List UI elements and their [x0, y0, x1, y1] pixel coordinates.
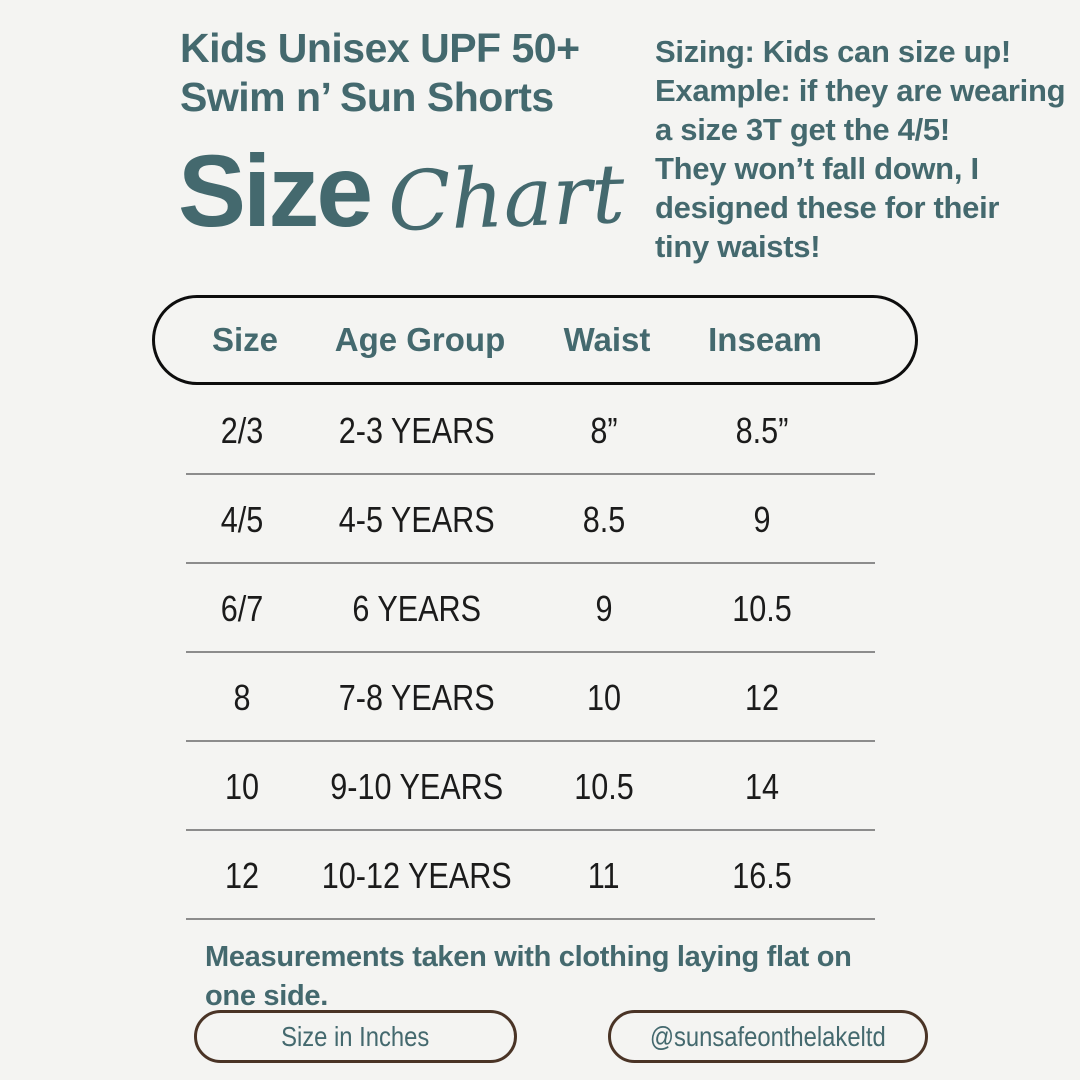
- cell-age-group-value: 2-3 YEARS: [339, 409, 495, 451]
- cell-size: 8: [232, 677, 252, 719]
- cell-size-value: 12: [224, 854, 260, 896]
- cell-inseam-value: 8.5”: [735, 409, 789, 451]
- cell-age-group: 2-3 YEARS: [325, 410, 508, 452]
- table-row: 6/7 6 YEARS 9 10.5: [152, 564, 918, 653]
- cell-inseam: 16.5: [727, 855, 797, 897]
- sizing-advice-note: Sizing: Kids can size up! Example: if th…: [655, 34, 1066, 265]
- cell-size: 4/5: [217, 499, 267, 541]
- cell-waist: 9: [594, 588, 614, 630]
- cell-age-group: 7-8 YEARS: [325, 677, 508, 719]
- cell-age-group-value: 4-5 YEARS: [339, 498, 495, 540]
- cell-age-group-value: 7-8 YEARS: [339, 676, 495, 718]
- cell-inseam-value: 9: [753, 498, 771, 540]
- social-handle-pill[interactable]: @sunsafeonthelakeltd: [608, 1010, 928, 1063]
- cell-inseam: 14: [742, 766, 782, 808]
- cell-inseam-value: 12: [744, 676, 780, 718]
- column-header-size: Size: [211, 321, 279, 358]
- cell-size-value: 2/3: [220, 409, 264, 451]
- product-title: Kids Unisex UPF 50+ Swim n’ Sun Shorts: [180, 25, 580, 121]
- cell-waist: 8”: [588, 410, 620, 452]
- cell-size-value: 4/5: [220, 498, 264, 540]
- table-row: 4/5 4-5 YEARS 8.5 9: [152, 475, 918, 564]
- cell-waist-value: 8”: [590, 409, 618, 451]
- cell-age-group: 10-12 YEARS: [305, 855, 528, 897]
- cell-inseam-value: 10.5: [732, 587, 792, 629]
- cell-size-value: 8: [233, 676, 251, 718]
- social-handle-label: @sunsafeonthelakeltd: [650, 1020, 886, 1052]
- cell-waist-value: 10: [586, 676, 622, 718]
- cell-waist: 10.5: [569, 766, 639, 808]
- cell-inseam: 9: [752, 499, 772, 541]
- cell-size: 10: [222, 766, 262, 808]
- cell-waist: 8.5: [579, 499, 629, 541]
- cell-size: 6/7: [217, 588, 267, 630]
- column-header-inseam: Inseam: [708, 321, 822, 358]
- table-row: 8 7-8 YEARS 10 12: [152, 653, 918, 742]
- measurement-note: Measurements taken with clothing laying …: [205, 941, 852, 1012]
- cell-waist: 11: [585, 855, 622, 897]
- cell-inseam: 8.5”: [731, 410, 793, 452]
- cell-waist-value: 11: [588, 854, 620, 896]
- cell-inseam-value: 14: [744, 765, 780, 807]
- cell-age-group-value: 10-12 YEARS: [322, 854, 512, 896]
- cell-waist-value: 8.5: [582, 498, 626, 540]
- table-row: 10 9-10 YEARS 10.5 14: [152, 742, 918, 831]
- cell-age-group: 6 YEARS: [341, 588, 492, 630]
- cell-age-group-value: 6 YEARS: [352, 587, 482, 629]
- size-table-body: 2/3 2-3 YEARS 8” 8.5” 4/5 4-5 YEARS 8.5 …: [152, 386, 918, 920]
- cell-waist-value: 9: [595, 587, 613, 629]
- heading-chart-word: Chart: [386, 146, 627, 251]
- column-header-age-group: Age Group: [334, 321, 506, 358]
- cell-inseam: 10.5: [727, 588, 797, 630]
- cell-age-group-value: 9-10 YEARS: [330, 765, 504, 807]
- size-in-inches-label: Size in Inches: [281, 1020, 430, 1052]
- cell-inseam: 12: [742, 677, 782, 719]
- heading-size-word: Size: [178, 134, 373, 248]
- cell-size-value: 10: [224, 765, 260, 807]
- size-in-inches-pill[interactable]: Size in Inches: [194, 1010, 517, 1063]
- column-header-waist: Waist: [563, 321, 651, 358]
- cell-waist-value: 10.5: [574, 765, 634, 807]
- size-chart-heading: Size Chart: [178, 134, 627, 251]
- cell-age-group: 9-10 YEARS: [315, 766, 518, 808]
- cell-size: 2/3: [217, 410, 267, 452]
- table-header-pill: Size Age Group Waist Inseam: [152, 295, 918, 385]
- cell-size: 12: [222, 855, 262, 897]
- table-row: 2/3 2-3 YEARS 8” 8.5”: [152, 386, 918, 475]
- cell-inseam-value: 16.5: [732, 854, 792, 896]
- cell-age-group: 4-5 YEARS: [325, 499, 508, 541]
- cell-waist: 10: [584, 677, 624, 719]
- table-row: 12 10-12 YEARS 11 16.5: [152, 831, 918, 920]
- cell-size-value: 6/7: [220, 587, 264, 629]
